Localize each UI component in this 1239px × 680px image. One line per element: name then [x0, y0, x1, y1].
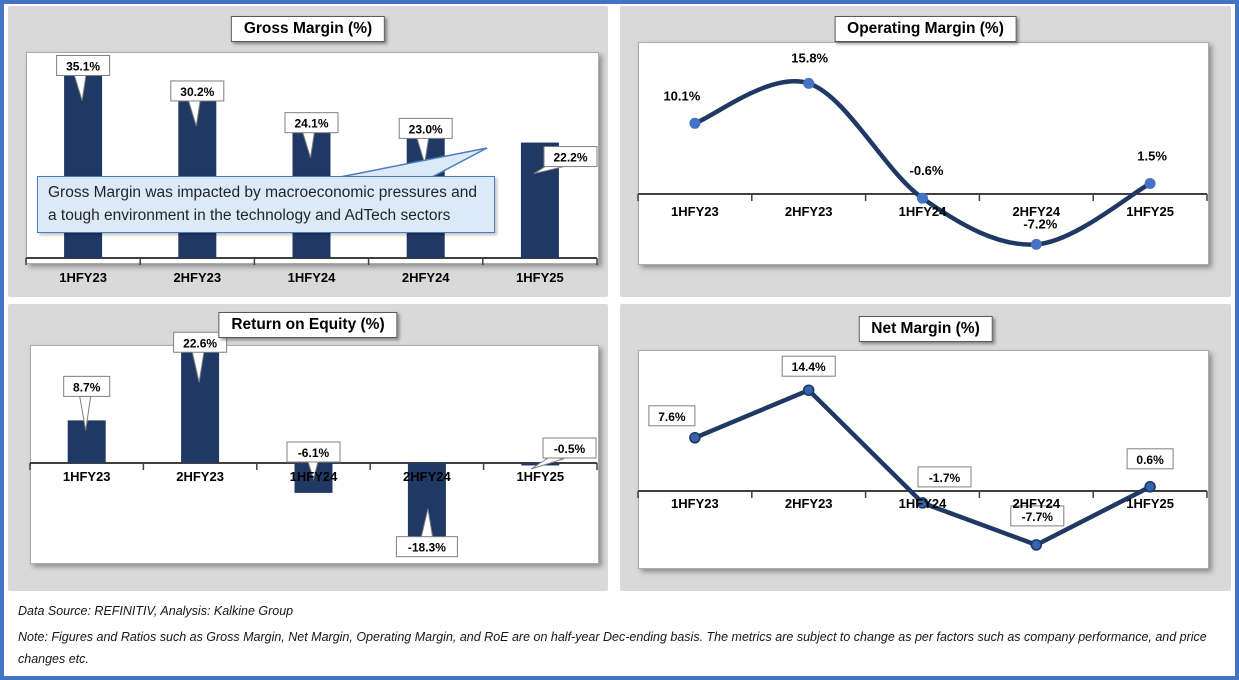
svg-text:1HFY24: 1HFY24: [290, 469, 338, 484]
svg-text:30.2%: 30.2%: [180, 85, 214, 99]
svg-text:10.1%: 10.1%: [663, 88, 700, 103]
svg-text:1.5%: 1.5%: [1137, 149, 1167, 164]
svg-text:2HFY24: 2HFY24: [403, 469, 451, 484]
net-margin-panel: 7.6% 14.4% -1.7% -7.7% 0.6% 1HFY23 2HFY23 1HFY2…: [620, 304, 1231, 591]
svg-text:-18.3%: -18.3%: [408, 541, 446, 555]
svg-text:0.6%: 0.6%: [1136, 453, 1164, 467]
svg-text:-6.1%: -6.1%: [298, 446, 330, 460]
svg-text:1HFY24: 1HFY24: [899, 496, 947, 511]
roe-panel: 8.7% 22.6% -6.1% -18.3% -0.5% 1HFY23 2HFY23 1HF…: [8, 304, 608, 591]
svg-text:1HFY23: 1HFY23: [671, 496, 719, 511]
svg-text:15.8%: 15.8%: [791, 50, 828, 65]
svg-text:2HFY23: 2HFY23: [173, 270, 221, 285]
svg-text:7.6%: 7.6%: [658, 410, 686, 424]
svg-text:23.0%: 23.0%: [409, 122, 443, 136]
data-source-note: Data Source: REFINITIV, Analysis: Kalkin…: [18, 604, 294, 618]
svg-text:24.1%: 24.1%: [294, 117, 328, 131]
svg-text:2HFY24: 2HFY24: [1012, 204, 1060, 219]
svg-text:1HFY23: 1HFY23: [59, 270, 107, 285]
svg-text:1HFY25: 1HFY25: [1126, 496, 1174, 511]
svg-text:1HFY24: 1HFY24: [288, 270, 336, 285]
svg-text:2HFY24: 2HFY24: [402, 270, 450, 285]
gross-margin-panel: 35.1% 30.2% 24.1% 23.0% 22.2% 1HFY23 2HFY23 1HF…: [8, 6, 608, 297]
svg-text:22.6%: 22.6%: [183, 336, 217, 350]
svg-text:22.2%: 22.2%: [553, 151, 587, 165]
svg-text:-1.7%: -1.7%: [929, 471, 961, 485]
svg-text:-7.2%: -7.2%: [1023, 216, 1057, 231]
svg-text:1HFY25: 1HFY25: [1126, 204, 1174, 219]
roe-chart: 8.7% 22.6% -6.1% -18.3% -0.5% 1HFY23 2HFY23 1HF…: [29, 331, 598, 558]
operating-margin-title: Operating Margin (%): [834, 16, 1017, 42]
svg-text:14.4%: 14.4%: [792, 360, 826, 374]
svg-text:35.1%: 35.1%: [66, 59, 100, 73]
gross-margin-chart: 35.1% 30.2% 24.1% 23.0% 22.2% 1HFY23 2HFY23 1HF…: [25, 54, 598, 285]
svg-text:2HFY23: 2HFY23: [785, 496, 833, 511]
svg-text:2HFY23: 2HFY23: [176, 469, 224, 484]
net-margin-chart: 7.6% 14.4% -1.7% -7.7% 0.6% 1HFY23 2HFY23 1HFY2…: [637, 355, 1208, 551]
svg-text:1HFY25: 1HFY25: [516, 469, 564, 484]
svg-text:-0.5%: -0.5%: [554, 442, 586, 456]
roe-title: Return on Equity (%): [218, 312, 398, 338]
operating-margin-panel: 10.1% 15.8% -0.6% -7.2% 1.5% 1HFY23 2HFY23 1HFY…: [620, 6, 1231, 297]
svg-text:-0.6%: -0.6%: [910, 163, 944, 178]
svg-text:1HFY23: 1HFY23: [63, 469, 111, 484]
svg-text:1HFY24: 1HFY24: [899, 204, 947, 219]
svg-text:2HFY24: 2HFY24: [1012, 496, 1060, 511]
net-margin-title: Net Margin (%): [858, 316, 993, 342]
svg-text:8.7%: 8.7%: [73, 380, 101, 394]
net-margin-plot-area: [638, 350, 1209, 569]
operating-margin-chart: 10.1% 15.8% -0.6% -7.2% 1.5% 1HFY23 2HFY23 1HFY…: [637, 50, 1208, 250]
gross-margin-callout: Gross Margin was impacted by macroeconom…: [37, 176, 495, 233]
svg-text:-7.7%: -7.7%: [1022, 510, 1054, 524]
operating-margin-plot-area: [638, 42, 1209, 265]
disclaimer-note: Note: Figures and Ratios such as Gross M…: [18, 630, 1207, 666]
gross-margin-title: Gross Margin (%): [230, 16, 386, 42]
svg-text:2HFY23: 2HFY23: [785, 204, 833, 219]
svg-text:1HFY25: 1HFY25: [516, 270, 564, 285]
svg-text:1HFY23: 1HFY23: [671, 204, 719, 219]
